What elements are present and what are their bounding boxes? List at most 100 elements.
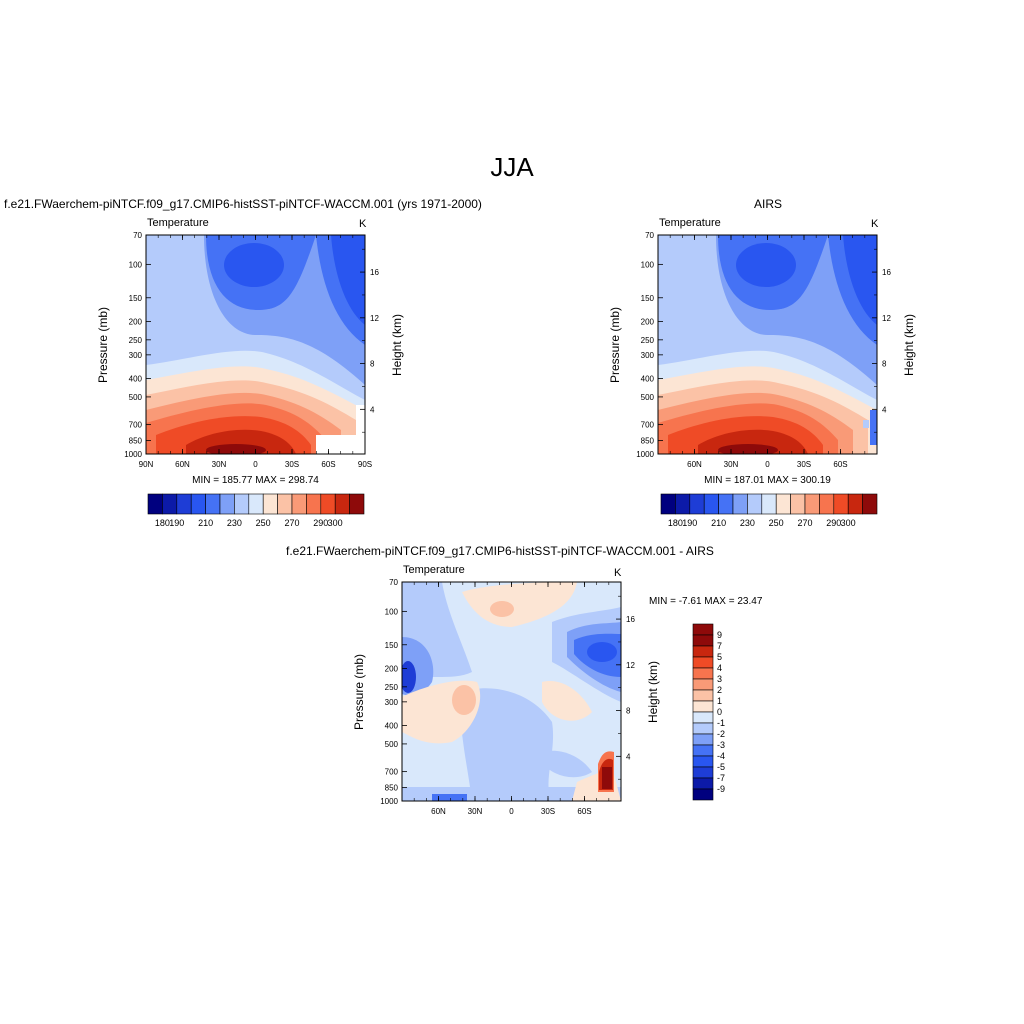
y-tick-label: 300 — [641, 351, 655, 360]
colorbar-swatch — [692, 733, 714, 746]
obs-stats: MIN = 187.01 MAX = 300.19 — [704, 475, 831, 486]
colorbar-label: 5 — [717, 652, 722, 662]
colorbar-label: 250 — [256, 518, 271, 528]
diff-variable-label: Temperature — [403, 564, 465, 576]
y2-tick-label: 16 — [370, 268, 379, 277]
obs-variable-label: Temperature — [659, 217, 721, 229]
colorbar-label: 4 — [717, 663, 722, 673]
y2-tick-label: 8 — [370, 360, 375, 369]
x-tick-label: 60S — [577, 807, 591, 816]
y-tick-label: 300 — [385, 698, 399, 707]
colorbar-swatch — [862, 493, 878, 515]
colorbar-label: 1 — [717, 696, 722, 706]
colorbar-label: 9 — [717, 630, 722, 640]
y2-tick-label: 16 — [626, 615, 635, 624]
colorbar-swatch — [692, 634, 714, 647]
y2-tick-label: 4 — [882, 405, 887, 414]
y-tick-label: 400 — [641, 375, 655, 384]
colorbar-swatch — [692, 656, 714, 669]
x-tick-label: 0 — [765, 460, 770, 469]
y-tick-label: 700 — [129, 421, 143, 430]
colorbar-swatch — [349, 493, 365, 515]
y-tick-label: 1000 — [124, 450, 142, 459]
diff-stats: MIN = -7.61 MAX = 23.47 — [649, 596, 763, 607]
x-tick-label: 90N — [139, 460, 154, 469]
y-tick-label: 70 — [133, 231, 142, 240]
y-tick-label: 100 — [641, 260, 655, 269]
y2-tick-label: 8 — [626, 707, 631, 716]
diff-units-label: K — [614, 567, 622, 579]
obs-contour-field — [658, 235, 877, 454]
y-tick-label: 300 — [129, 351, 143, 360]
colorbar-swatch — [692, 689, 714, 702]
y2-tick-label: 4 — [370, 405, 375, 414]
colorbar-label: 290 — [826, 518, 841, 528]
y-tick-label: 400 — [385, 722, 399, 731]
colorbar-label: -1 — [717, 718, 725, 728]
model-colorbar: 180 190 210 230 250 270 290 300 — [147, 493, 365, 528]
colorbar-swatch — [692, 645, 714, 658]
colorbar-label: 300 — [841, 518, 856, 528]
colorbar-label: 250 — [769, 518, 784, 528]
figure-title: JJA — [490, 152, 534, 182]
y-tick-label: 850 — [641, 437, 655, 446]
y-tick-label: 700 — [385, 768, 399, 777]
colorbar-label: 270 — [284, 518, 299, 528]
y2-tick-label: 16 — [882, 268, 891, 277]
colorbar-swatch — [692, 744, 714, 757]
y-tick-label: 250 — [129, 336, 143, 345]
y-tick-label: 250 — [385, 683, 399, 692]
y-tick-label: 500 — [129, 393, 143, 402]
colorbar-label: -5 — [717, 762, 725, 772]
y-tick-label: 500 — [641, 393, 655, 402]
y-tick-label: 700 — [641, 421, 655, 430]
colorbar-swatch — [692, 788, 714, 801]
model-panel-title: f.e21.FWaerchem-piNTCF.f09_g17.CMIP6-his… — [4, 197, 482, 211]
colorbar-label: 210 — [198, 518, 213, 528]
colorbar-label: 2 — [717, 685, 722, 695]
colorbar-label: 230 — [740, 518, 755, 528]
y-tick-label: 200 — [385, 664, 399, 673]
y-tick-label: 70 — [645, 231, 654, 240]
colorbar-swatch — [692, 766, 714, 779]
x-tick-label: 30N — [212, 460, 227, 469]
colorbar-label: 180 — [668, 518, 683, 528]
x-tick-label: 60N — [687, 460, 702, 469]
colorbar-swatch — [692, 755, 714, 768]
x-tick-label: 30N — [468, 807, 483, 816]
obs-ylabel: Pressure (mb) — [608, 307, 622, 383]
y2-tick-label: 8 — [882, 360, 887, 369]
colorbar-label: 190 — [682, 518, 697, 528]
obs-colorbar: 180 190 210 230 250 270 290 300 — [660, 493, 878, 528]
colorbar-swatch — [692, 711, 714, 724]
y-tick-label: 850 — [385, 784, 399, 793]
y2-tick-label: 4 — [626, 752, 631, 761]
x-tick-label: 0 — [509, 807, 514, 816]
colorbar-label: 3 — [717, 674, 722, 684]
x-tick-label: 60S — [833, 460, 847, 469]
x-tick-label: 60N — [175, 460, 190, 469]
y-tick-label: 500 — [385, 740, 399, 749]
colorbar-label: 7 — [717, 641, 722, 651]
y-tick-label: 150 — [641, 294, 655, 303]
y-tick-label: 100 — [129, 260, 143, 269]
y-tick-label: 1000 — [380, 797, 398, 806]
model-stats: MIN = 185.77 MAX = 298.74 — [192, 475, 319, 486]
model-contour-field — [146, 235, 365, 454]
diff-panel-title: f.e21.FWaerchem-piNTCF.f09_g17.CMIP6-his… — [286, 544, 714, 558]
x-tick-label: 30S — [797, 460, 811, 469]
colorbar-label: 210 — [711, 518, 726, 528]
diff-y2label: Height (km) — [646, 661, 660, 723]
x-tick-label: 30S — [541, 807, 555, 816]
colorbar-label: 190 — [169, 518, 184, 528]
y2-tick-label: 12 — [882, 314, 891, 323]
diff-ylabel: Pressure (mb) — [352, 654, 366, 730]
colorbar-label: 180 — [155, 518, 170, 528]
x-tick-label: 90S — [358, 460, 372, 469]
model-ylabel: Pressure (mb) — [96, 307, 110, 383]
colorbar-label: 0 — [717, 707, 722, 717]
